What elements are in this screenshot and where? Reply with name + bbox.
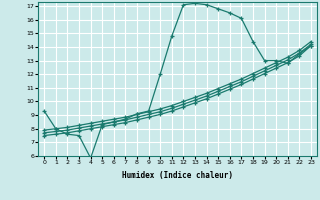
X-axis label: Humidex (Indice chaleur): Humidex (Indice chaleur) [122,171,233,180]
